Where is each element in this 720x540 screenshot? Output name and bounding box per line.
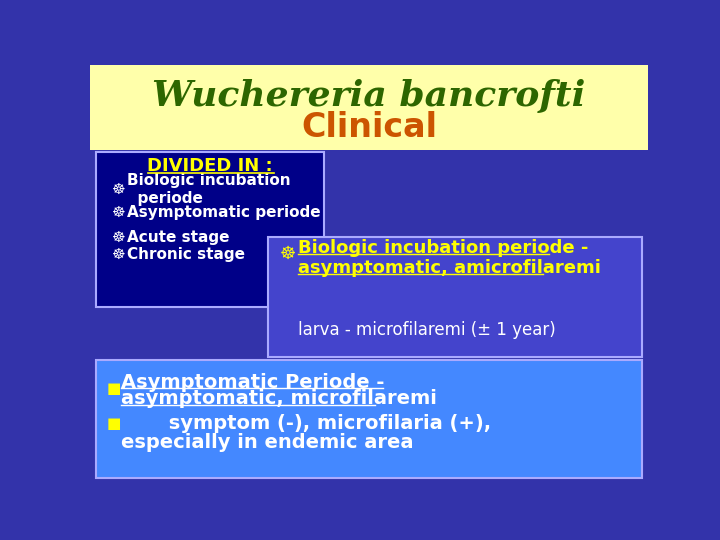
FancyBboxPatch shape (90, 65, 648, 150)
Text: Asymptomatic periode: Asymptomatic periode (127, 205, 321, 220)
FancyBboxPatch shape (96, 360, 642, 478)
Text: Wuchereria bancrofti: Wuchereria bancrofti (153, 79, 585, 113)
FancyBboxPatch shape (96, 152, 324, 307)
Text: asymptomatic, amicrofilaremi: asymptomatic, amicrofilaremi (297, 259, 600, 277)
Text: Biologic incubation periode -: Biologic incubation periode - (297, 239, 588, 257)
Text: ■: ■ (107, 416, 122, 431)
Text: larva - microfilaremi (± 1 year): larva - microfilaremi (± 1 year) (297, 321, 555, 340)
Text: Biologic incubation
  periode: Biologic incubation periode (127, 173, 291, 206)
Text: symptom (-), microfilaria (+),: symptom (-), microfilaria (+), (135, 414, 491, 433)
FancyBboxPatch shape (269, 237, 642, 356)
Text: ☸: ☸ (112, 205, 125, 220)
Text: ☸: ☸ (112, 182, 125, 197)
Text: Clinical: Clinical (301, 111, 437, 144)
Text: Asymptomatic Periode -: Asymptomatic Periode - (121, 373, 384, 392)
Text: ☸: ☸ (112, 230, 125, 245)
Text: Acute stage: Acute stage (127, 230, 230, 245)
Text: DIVIDED IN :: DIVIDED IN : (148, 158, 273, 176)
Text: ☸: ☸ (280, 245, 296, 262)
Text: asymptomatic, microfilaremi: asymptomatic, microfilaremi (121, 389, 437, 408)
Text: Chronic stage: Chronic stage (127, 247, 246, 262)
Text: especially in endemic area: especially in endemic area (121, 433, 413, 451)
Text: ☸: ☸ (112, 247, 125, 262)
Text: ■: ■ (107, 381, 122, 396)
